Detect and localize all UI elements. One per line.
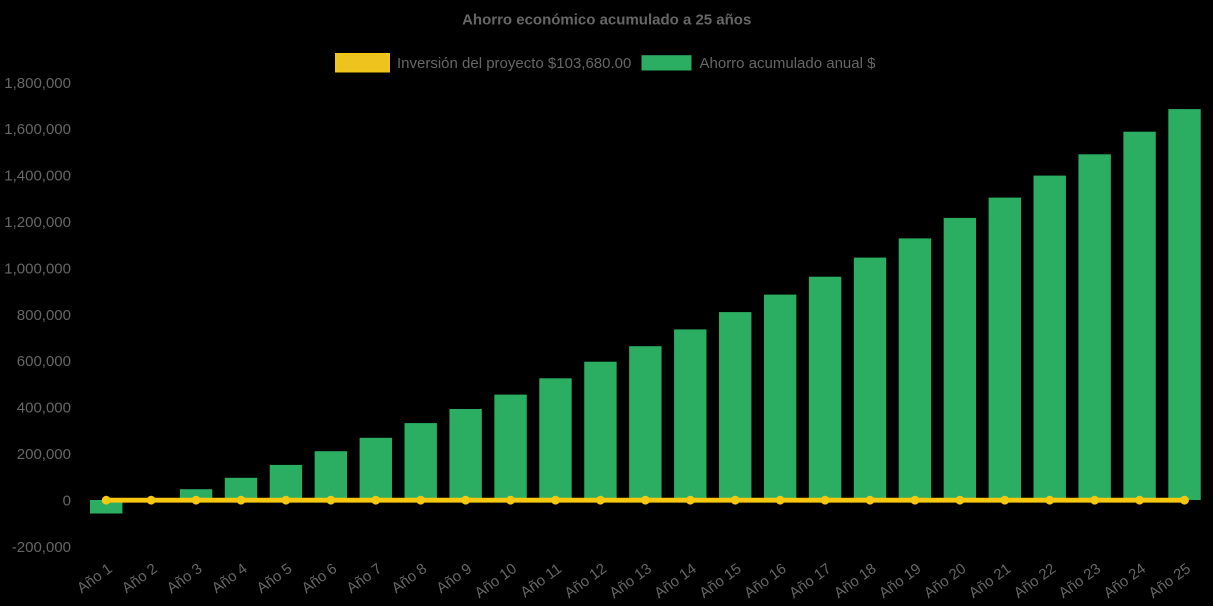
svg-text:400,000: 400,000	[17, 400, 71, 417]
svg-text:Año 17: Año 17	[786, 560, 834, 602]
svg-text:Año 4: Año 4	[209, 560, 251, 597]
svg-text:1,200,000: 1,200,000	[4, 214, 71, 231]
svg-text:1,600,000: 1,600,000	[4, 121, 71, 138]
svg-text:Año 2: Año 2	[119, 560, 161, 597]
svg-text:-200,000: -200,000	[12, 539, 71, 556]
svg-text:600,000: 600,000	[17, 353, 71, 370]
svg-text:Año 9: Año 9	[433, 560, 475, 597]
svg-text:Año 21: Año 21	[966, 560, 1014, 602]
svg-text:Año 14: Año 14	[651, 560, 699, 602]
svg-text:Año 23: Año 23	[1056, 560, 1104, 602]
svg-text:Año 6: Año 6	[299, 560, 341, 597]
svg-text:Año 1: Año 1	[74, 560, 116, 597]
svg-text:Año 11: Año 11	[517, 560, 565, 601]
svg-text:Ahorro acumulado anual $: Ahorro acumulado anual $	[700, 55, 877, 72]
svg-text:1,400,000: 1,400,000	[4, 168, 71, 185]
svg-text:Año 8: Año 8	[388, 560, 430, 597]
svg-text:Año 16: Año 16	[741, 560, 789, 602]
svg-text:Año 24: Año 24	[1101, 560, 1149, 602]
svg-text:Año 13: Año 13	[606, 560, 654, 602]
svg-text:Año 20: Año 20	[921, 560, 969, 602]
svg-text:Año 7: Año 7	[344, 560, 386, 597]
svg-text:Año 5: Año 5	[254, 560, 296, 597]
svg-text:800,000: 800,000	[17, 307, 71, 324]
svg-text:1,000,000: 1,000,000	[4, 260, 71, 277]
svg-text:Año 15: Año 15	[696, 560, 744, 602]
svg-text:200,000: 200,000	[17, 446, 71, 463]
svg-text:Año 25: Año 25	[1145, 560, 1193, 602]
svg-text:Año 19: Año 19	[876, 560, 924, 602]
svg-text:Inversión del proyecto $103,68: Inversión del proyecto $103,680.00	[397, 55, 631, 72]
svg-text:Año 12: Año 12	[561, 560, 609, 602]
svg-text:Año 3: Año 3	[164, 560, 206, 597]
svg-text:Año 18: Año 18	[831, 560, 879, 602]
svg-text:Año 10: Año 10	[472, 560, 520, 602]
svg-text:Ahorro económico acumulado a 2: Ahorro económico acumulado a 25 años	[462, 12, 751, 29]
svg-text:0: 0	[63, 492, 71, 509]
svg-text:Año 22: Año 22	[1011, 560, 1059, 602]
svg-text:1,800,000: 1,800,000	[4, 75, 71, 92]
